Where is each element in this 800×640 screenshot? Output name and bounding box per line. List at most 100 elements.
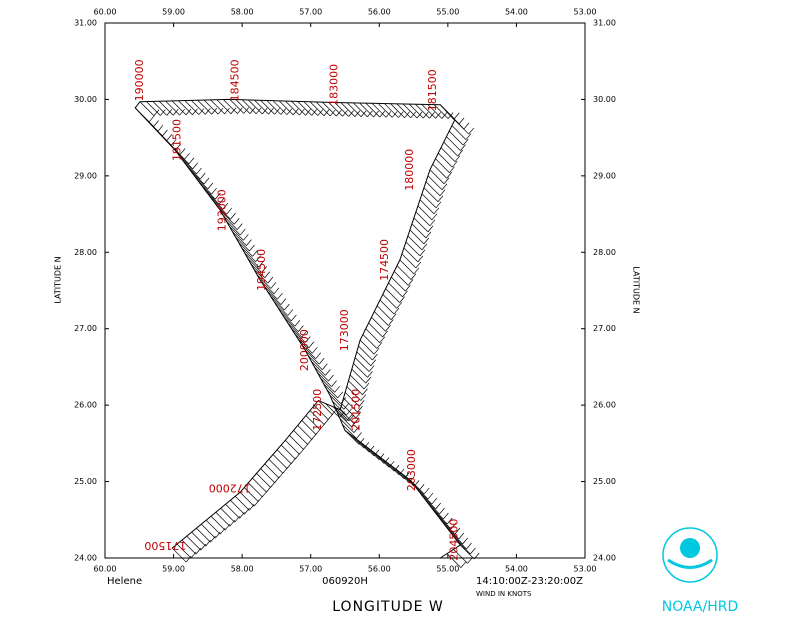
wind-barb-flag — [224, 523, 231, 531]
x-tick-label-top: 53.00 — [574, 8, 597, 17]
wind-barb-flag — [465, 133, 472, 140]
wind-barb-flag — [462, 138, 469, 146]
wind-barb-flag — [243, 234, 249, 241]
wind-barb-flag — [462, 537, 468, 545]
wind-barb — [344, 392, 360, 407]
wind-barb — [244, 252, 259, 268]
wind-barb-flag — [357, 405, 363, 413]
time-label: 184500 — [228, 59, 241, 101]
wind-barb-flag — [230, 212, 236, 220]
wind-barb-flag — [298, 325, 304, 332]
wind-barb-flag — [446, 517, 453, 525]
wind-barb-flag — [435, 112, 441, 119]
wind-barb — [332, 400, 347, 416]
x-axis-label: LONGITUDE W — [332, 599, 444, 615]
wind-barb — [235, 99, 251, 114]
wind-barb — [277, 306, 292, 322]
wind-barb-flag — [363, 441, 370, 449]
wind-barb — [158, 100, 174, 116]
wind-barb — [446, 136, 461, 151]
wind-barb-flag — [215, 531, 221, 539]
x-tick-label-top: 54.00 — [505, 8, 528, 17]
wind-barb-flag — [301, 330, 308, 338]
wind-barb-flag — [376, 342, 383, 349]
wind-barb-flag — [348, 110, 354, 117]
wind-barb-flag — [342, 110, 348, 117]
wind-barb — [297, 101, 312, 116]
wind-barb — [272, 454, 288, 469]
wind-barb-flag — [237, 107, 243, 114]
wind-barb-flag — [358, 400, 365, 407]
y-axis-label-right: LATITUDE N — [632, 266, 641, 313]
wind-barb-flag — [179, 148, 186, 155]
wind-barb — [197, 99, 212, 115]
wind-barb — [326, 389, 342, 404]
wind-barb-flag — [280, 298, 287, 305]
wind-barb — [309, 101, 325, 117]
wind-barb-flag — [211, 108, 217, 115]
wind-barb — [223, 99, 238, 114]
time-range: 14:10:00Z-23:20:00Z — [476, 576, 583, 587]
wind-barb-flag — [262, 107, 268, 115]
y-tick-label-right: 29.00 — [593, 171, 616, 180]
wind-barb — [226, 220, 241, 236]
wind-barb-flag — [249, 244, 255, 252]
wind-barb-flag — [385, 325, 391, 332]
wind-barb — [376, 305, 392, 321]
wind-barb-flag — [179, 108, 185, 116]
wind-barb-flag — [291, 314, 297, 322]
y-tick-label: 29.00 — [74, 171, 97, 180]
wind-barb-flag — [219, 527, 226, 535]
storm-name: Helene — [107, 576, 142, 587]
wind-barb — [270, 295, 285, 311]
y-tick-label: 27.00 — [74, 324, 97, 333]
wind-barb — [448, 130, 464, 146]
wind-barb — [293, 430, 308, 445]
wind-barb-flag — [270, 282, 277, 289]
wind-barb-flag — [308, 341, 315, 349]
x-tick-label-top: 59.00 — [162, 8, 185, 17]
wind-barb — [301, 344, 316, 359]
wind-barb-flag — [425, 231, 432, 239]
wind-barb — [346, 102, 362, 118]
wind-barb — [365, 102, 381, 118]
wind-barb — [359, 102, 374, 118]
wind-barb-flag — [153, 109, 160, 116]
wind-barb-flag — [348, 414, 355, 422]
wind-barb-flag — [431, 213, 438, 221]
wind-barb-flag — [399, 296, 405, 303]
wind-barb — [181, 539, 197, 555]
wind-barb-flag — [407, 279, 414, 286]
wind-barb-flag — [336, 109, 342, 117]
wind-barb-flag — [431, 497, 438, 505]
wind-barb — [313, 405, 329, 420]
wind-barb — [256, 274, 272, 289]
wind-barb-flag — [403, 472, 410, 479]
wind-barb-flag — [449, 166, 455, 173]
time-label: 193000 — [215, 189, 228, 231]
wind-barb — [266, 290, 282, 305]
wind-barb — [165, 100, 180, 116]
wind-barb-flag — [243, 107, 250, 114]
wind-barb-flag — [280, 108, 287, 115]
wind-barb — [220, 507, 235, 523]
wind-barb — [323, 383, 338, 399]
x-tick-label: 56.00 — [368, 565, 391, 574]
wind-barb-flag — [255, 255, 261, 262]
wind-barb-flag — [441, 183, 448, 190]
wind-barb — [287, 322, 303, 338]
wind-barb-flag — [450, 522, 457, 530]
wind-barb — [248, 99, 263, 115]
wind-barb — [320, 378, 335, 393]
wind-barb-flag — [454, 112, 460, 120]
wind-barb-flag — [346, 408, 352, 416]
wind-barb-flag — [203, 177, 210, 185]
wind-barb — [385, 288, 400, 303]
time-label: 190000 — [133, 59, 146, 101]
y-tick-label-right: 30.00 — [593, 95, 616, 104]
wind-barb — [223, 215, 238, 230]
wind-barb-flag — [419, 249, 426, 257]
wind-barb-flag — [311, 109, 317, 116]
wind-barb — [325, 403, 340, 418]
wind-barb-flag — [218, 197, 225, 205]
